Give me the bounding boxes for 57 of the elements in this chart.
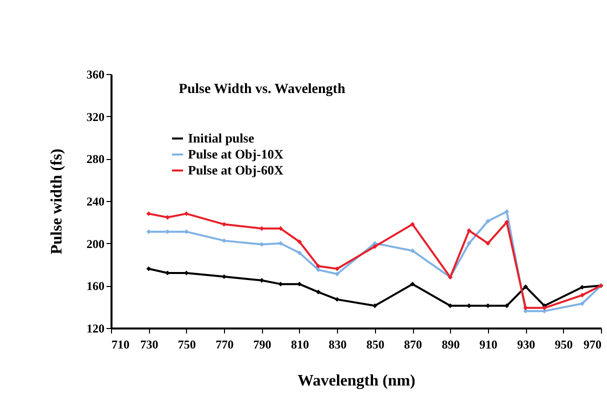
point (334, 272, 340, 276)
point (542, 306, 547, 310)
text: Pulse Width vs. Wavelength (178, 82, 346, 97)
point (372, 244, 378, 249)
point (222, 274, 226, 280)
y-axis-title: Pulse width (fs) (48, 148, 66, 254)
point (222, 222, 226, 227)
x-tick-label: 870 (404, 338, 422, 352)
x-tick-label: 910 (479, 338, 498, 352)
x-tick-label: 710 (112, 338, 130, 352)
point (165, 215, 170, 220)
point (184, 211, 189, 216)
legend-label: Pulse at Obj-10X (188, 146, 284, 162)
y-tick-label: 120 (86, 322, 104, 336)
y-tick-label: 240 (86, 194, 104, 208)
point (504, 209, 510, 214)
point (278, 282, 283, 286)
legend-label: Initial pulse (188, 130, 254, 146)
y-tick-label: 360 (86, 68, 104, 82)
y-tick-label: 200 (86, 236, 104, 251)
x-tick-label: 970 (584, 338, 602, 352)
point (297, 250, 302, 256)
point (334, 297, 340, 302)
point (372, 303, 378, 308)
point (580, 292, 584, 298)
point (184, 229, 189, 234)
point (486, 240, 490, 246)
legend-label: Pulse at Obj-60X (188, 162, 284, 178)
point (316, 290, 321, 294)
y-tick-label: 280 (86, 152, 104, 166)
point (297, 282, 302, 286)
x-tick-label: 770 (216, 338, 234, 352)
y-tick-label: 320 (86, 110, 104, 124)
point (523, 306, 528, 310)
x-tick-label: 930 (517, 338, 536, 352)
point (146, 211, 152, 216)
point (466, 240, 472, 246)
x-tick-label: 810 (290, 338, 309, 352)
point (146, 266, 152, 272)
x-axis-title: Wavelength (nm) (298, 372, 416, 390)
x-tick-label: 730 (140, 338, 158, 352)
x-tick-label: 830 (328, 338, 347, 352)
x-tick-label: 750 (178, 338, 196, 352)
x-tick-label: 950 (554, 338, 573, 352)
point (410, 282, 415, 286)
point (410, 222, 415, 227)
point (222, 238, 226, 244)
point (580, 284, 584, 290)
y-tick-label: 160 (86, 279, 104, 294)
x-tick-label: 790 (253, 338, 272, 352)
point (523, 284, 528, 290)
x-tick-label: 850 (366, 338, 384, 352)
point (297, 239, 302, 244)
point (466, 228, 472, 233)
point (410, 248, 415, 254)
point (486, 218, 490, 224)
x-tick-label: 890 (442, 338, 460, 352)
